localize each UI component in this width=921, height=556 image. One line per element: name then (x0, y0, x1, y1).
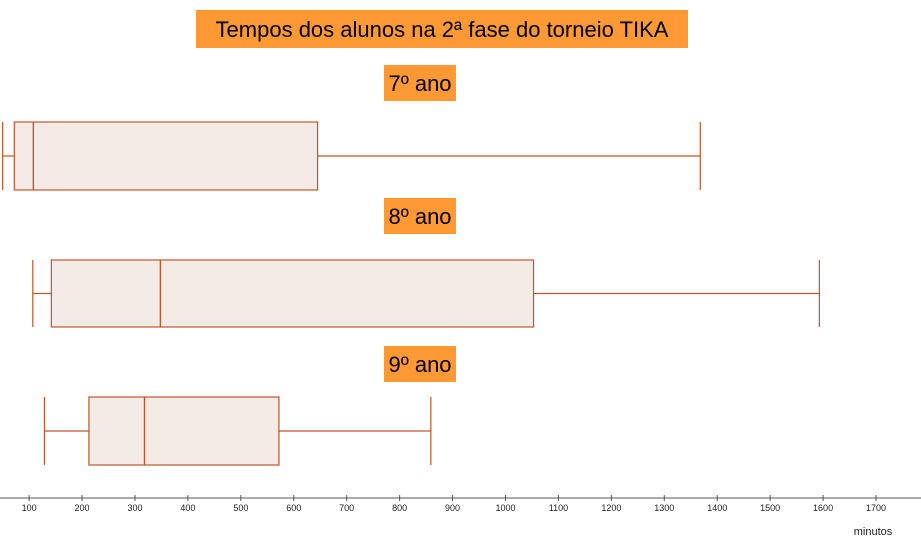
x-tick-label-300: 300 (127, 503, 142, 513)
x-tick-label-100: 100 (22, 503, 37, 513)
series-label: 9º ano (388, 352, 451, 377)
series-label-background (384, 65, 456, 101)
x-tick-label-1700: 1700 (866, 503, 886, 513)
x-tick-label-1300: 1300 (654, 503, 674, 513)
x-tick-label-1200: 1200 (601, 503, 621, 513)
x-axis: 100 200 300 400 500 600 700 800 900 1000 1100 1200 1… (0, 495, 921, 513)
chart-title: Tempos dos alunos na 2ª fase do torneio … (216, 17, 669, 42)
x-tick-label-900: 900 (445, 503, 460, 513)
x-tick-label-1100: 1100 (549, 503, 568, 513)
box-plot-1: 7º ano (2, 65, 701, 191)
x-axis-label: minutos (854, 526, 893, 538)
box-plots: 7º ano 8º ano 9º ano (2, 65, 820, 466)
interquartile-box (13, 121, 319, 191)
chart-title-background (196, 10, 688, 48)
series-label-background (384, 346, 456, 382)
box-plot-2: 8º ano (32, 198, 820, 328)
series-label-background (384, 198, 456, 234)
chart-title-group: Tempos dos alunos na 2ª fase do torneio … (196, 10, 688, 48)
x-tick-label-400: 400 (180, 503, 195, 513)
x-tick-label-1600: 1600 (813, 503, 833, 513)
x-tick-label-700: 700 (339, 503, 354, 513)
x-tick-label-800: 800 (392, 503, 407, 513)
series-label: 8º ano (388, 204, 451, 229)
x-tick-label-500: 500 (233, 503, 248, 513)
x-tick-label-600: 600 (286, 503, 301, 513)
interquartile-box (50, 259, 535, 328)
x-tick-label-1000: 1000 (495, 503, 515, 513)
series-label: 7º ano (388, 71, 451, 96)
interquartile-box (88, 396, 280, 466)
x-tick-label-200: 200 (75, 503, 90, 513)
x-tick-label-1400: 1400 (707, 503, 727, 513)
x-tick-label-1500: 1500 (760, 503, 780, 513)
box-plot-3: 9º ano (43, 346, 456, 466)
